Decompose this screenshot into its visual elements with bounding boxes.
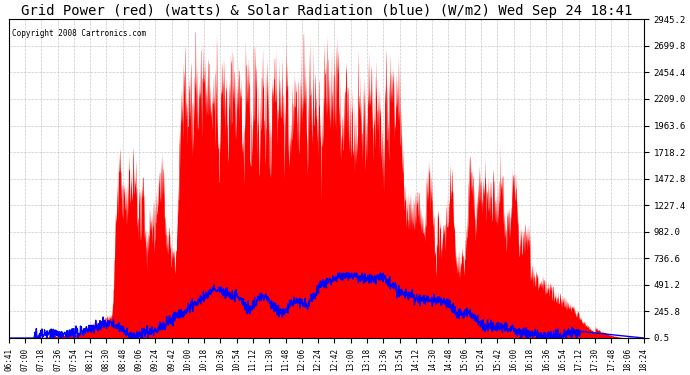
Title: Grid Power (red) (watts) & Solar Radiation (blue) (W/m2) Wed Sep 24 18:41: Grid Power (red) (watts) & Solar Radiati…	[21, 4, 632, 18]
Text: Copyright 2008 Cartronics.com: Copyright 2008 Cartronics.com	[12, 29, 146, 38]
